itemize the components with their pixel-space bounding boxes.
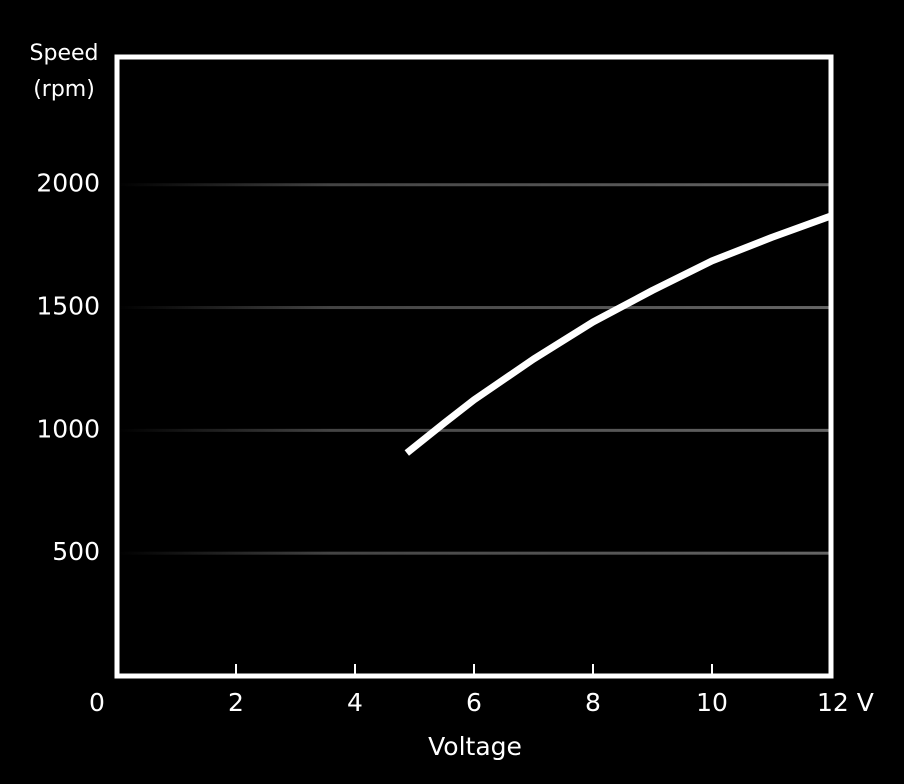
data-line: [404, 212, 833, 456]
x-tick-label: 2: [228, 688, 244, 717]
y-tick-label: 2000: [36, 169, 100, 198]
y-tick-label: 1500: [36, 292, 100, 321]
y-axis-label: (rpm): [33, 77, 95, 102]
x-tick-label: 12 V: [817, 688, 874, 717]
x-tick-label: 0: [89, 688, 105, 717]
x-tick-label: 4: [347, 688, 363, 717]
y-axis-label: Speed: [30, 41, 99, 66]
x-tick-label: 6: [466, 688, 482, 717]
x-tick-label: 10: [696, 688, 728, 717]
grid-line: [117, 551, 831, 555]
y-tick-label: 1000: [36, 414, 100, 443]
x-tick-label: 8: [585, 688, 601, 717]
plot-frame: [114, 54, 834, 679]
x-axis-label: Voltage: [428, 732, 522, 761]
grid-line: [117, 428, 831, 432]
grid-line: [117, 183, 831, 187]
y-tick-label: 500: [52, 537, 100, 566]
grid-line: [117, 306, 831, 310]
